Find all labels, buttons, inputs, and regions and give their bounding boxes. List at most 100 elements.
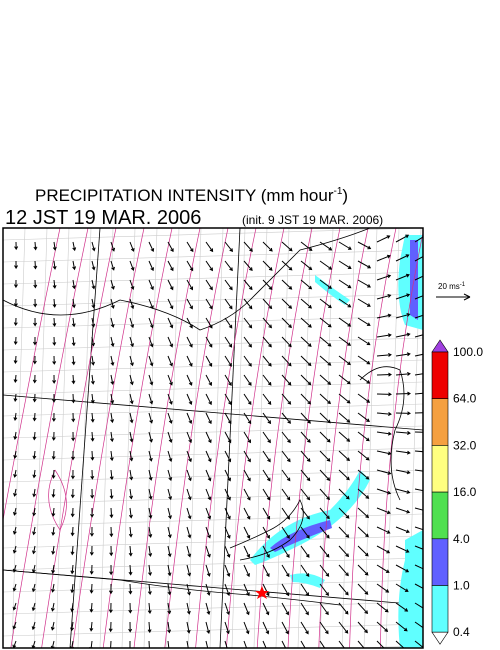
wind-arrow [376,412,392,416]
wind-arrow [414,583,423,589]
wind-arrow [110,393,115,405]
wind-arrow [395,371,411,376]
contour [48,469,67,531]
wind-arrow [71,412,76,423]
wind-arrow [108,621,113,633]
wind-arrow [148,298,154,310]
wind-arrow [338,469,350,481]
wind-arrow [281,393,292,405]
graticule [33,228,48,648]
wind-arrow [319,336,332,347]
wind-arrow [186,336,193,348]
wind-arrow [71,298,76,309]
wind-arrow [338,640,345,648]
wind-arrow [376,235,391,243]
wind-arrow [395,411,411,416]
wind-arrow [205,336,213,348]
wind-arrow [13,450,18,459]
wind-arrow [52,241,57,251]
wind-arrow [281,260,293,271]
wind-arrow [167,469,173,482]
wind-arrow [90,412,95,423]
colorbar-label: 64.0 [453,392,477,406]
wind-arrow [224,507,231,520]
wind-arrow [243,336,252,348]
wind-arrow [71,374,76,385]
coastline [3,228,371,331]
wind-arrow [319,412,331,424]
wind-arrow [186,545,192,558]
wind-arrow [224,564,231,577]
wind-scale-text: 20 ms [438,282,460,291]
graticule [187,228,202,648]
wind-arrow [376,621,389,633]
wind-arrow [414,412,423,414]
wind-arrow [319,450,331,462]
wind-arrow [243,241,253,252]
wind-arrow [224,640,228,648]
wind-arrow [91,336,96,347]
wind-arrow [357,621,368,634]
wind-arrow [13,393,18,403]
wind-arrow [186,393,193,405]
wind-arrow [70,488,75,499]
wind-arrow [110,260,115,271]
wind-arrow [90,431,95,442]
title-text: PRECIPITATION INTENSITY (mm hour [35,186,334,205]
wind-arrow [224,393,232,406]
wind-arrow [70,621,74,632]
wind-arrow [128,621,133,633]
colorbar-segment [431,538,449,586]
wind-arrow [14,241,19,251]
wind-arrow [262,640,267,648]
wind-arrow [224,241,234,253]
wind-arrow [338,545,350,558]
wind-arrow [50,621,55,631]
wind-arrow [357,241,372,250]
wind-arrow [52,260,57,270]
wind-arrow [129,336,135,348]
graticule [55,228,70,648]
wind-arrow [395,640,407,648]
wind-arrow [205,241,214,253]
wind-arrow [186,602,191,615]
colorbar: 100.0 64.0 32.0 16.0 4.0 1.0 0.4 [431,339,483,645]
wind-arrow [90,507,95,518]
wind-arrow [90,450,95,461]
wind-arrow [71,317,76,328]
wind-arrow [262,545,270,559]
wind-arrow [51,488,56,498]
wind-arrow [338,412,351,423]
wind-arrow [376,640,387,648]
wind-arrow [205,545,211,558]
wind-arrow [357,374,371,384]
wind-arrow [109,469,114,481]
wind-arrow [414,295,423,300]
wind-arrow [414,450,423,453]
graticule [231,228,246,648]
wind-arrow [148,526,153,538]
wind-arrow [414,275,423,281]
wind-arrow [395,293,411,300]
contour [133,228,201,648]
wind-arrow [338,507,350,519]
wind-arrow [12,545,17,554]
wind-arrow [357,488,370,499]
wind-arrow [128,564,133,576]
wind-arrow [376,602,389,613]
wind-arrow [148,317,154,329]
wind-arrow [395,431,411,435]
map-layer [3,228,423,648]
wind-arrow [129,260,135,271]
wind-arrow [395,332,411,338]
wind-arrow [109,545,114,557]
wind-arrow [108,602,113,614]
wind-arrow [376,526,391,534]
wind-arrow [128,583,133,595]
wind-arrow [262,602,270,616]
wind-arrow [224,526,231,539]
wind-arrow [376,313,392,319]
wind-arrow [71,431,76,442]
wind-arrow [357,336,371,346]
wind-arrow [395,352,411,357]
